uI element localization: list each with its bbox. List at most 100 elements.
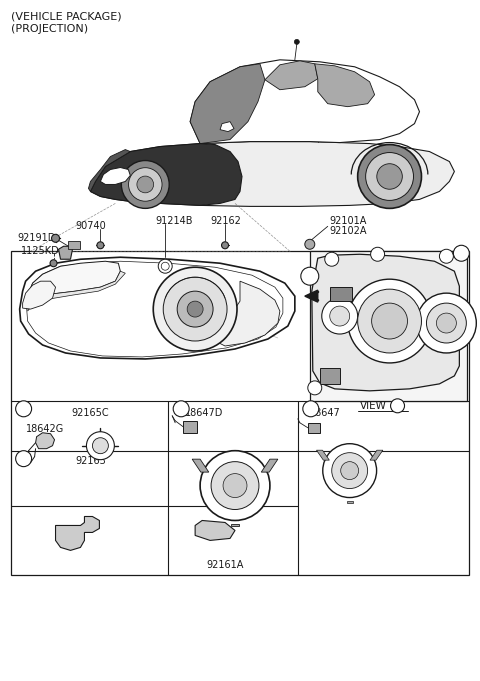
Circle shape <box>16 451 32 466</box>
Polygon shape <box>100 168 130 185</box>
Circle shape <box>377 163 402 189</box>
Text: 92165C: 92165C <box>72 408 109 417</box>
Text: 90740: 90740 <box>75 221 106 232</box>
Circle shape <box>158 259 172 273</box>
Polygon shape <box>29 262 120 306</box>
Circle shape <box>305 239 315 249</box>
Polygon shape <box>231 524 239 526</box>
Circle shape <box>121 161 169 208</box>
Circle shape <box>366 153 413 200</box>
Circle shape <box>173 401 189 417</box>
Polygon shape <box>316 450 329 460</box>
Text: 18642G: 18642G <box>25 424 64 434</box>
Text: 18647: 18647 <box>310 408 340 417</box>
Text: 92162: 92162 <box>210 217 241 226</box>
Text: c: c <box>444 252 449 261</box>
Bar <box>308 423 320 432</box>
Circle shape <box>153 267 237 351</box>
Text: 92101A: 92101A <box>330 217 367 226</box>
Circle shape <box>303 401 319 417</box>
Polygon shape <box>20 257 295 359</box>
Polygon shape <box>90 144 242 206</box>
Polygon shape <box>305 290 318 302</box>
Text: A: A <box>458 249 464 257</box>
Circle shape <box>371 247 384 262</box>
Text: 92191D: 92191D <box>17 234 56 243</box>
Text: 18647D: 18647D <box>185 408 224 417</box>
Circle shape <box>454 245 469 262</box>
Polygon shape <box>347 501 353 503</box>
Circle shape <box>439 249 454 264</box>
Polygon shape <box>88 150 130 191</box>
Circle shape <box>222 242 228 249</box>
Circle shape <box>325 252 339 266</box>
Polygon shape <box>59 247 72 259</box>
Text: 92161A: 92161A <box>206 560 244 571</box>
Circle shape <box>426 303 467 343</box>
Text: 92163: 92163 <box>75 456 106 466</box>
Polygon shape <box>190 64 265 144</box>
Bar <box>310 251 468 401</box>
Circle shape <box>417 293 476 353</box>
Circle shape <box>436 313 456 333</box>
Circle shape <box>200 451 270 520</box>
Circle shape <box>358 144 421 208</box>
Polygon shape <box>261 459 278 472</box>
Text: 91214B: 91214B <box>155 217 193 226</box>
Circle shape <box>187 301 203 317</box>
Text: b: b <box>375 250 380 259</box>
Circle shape <box>294 39 300 44</box>
Circle shape <box>93 438 108 454</box>
Circle shape <box>97 242 104 249</box>
Circle shape <box>163 277 227 341</box>
Polygon shape <box>190 60 420 144</box>
Circle shape <box>129 168 162 201</box>
Text: 1125KD: 1125KD <box>21 247 60 256</box>
Bar <box>320 368 340 384</box>
Polygon shape <box>265 61 318 90</box>
Polygon shape <box>28 271 125 311</box>
Text: c: c <box>308 405 313 413</box>
Text: a: a <box>21 405 26 413</box>
Text: d: d <box>21 454 26 463</box>
Circle shape <box>332 453 368 488</box>
Polygon shape <box>315 64 374 107</box>
Circle shape <box>323 444 377 498</box>
Circle shape <box>177 291 213 327</box>
Circle shape <box>341 462 359 479</box>
Circle shape <box>137 176 154 193</box>
Text: (VEHICLE PACKAGE): (VEHICLE PACKAGE) <box>11 12 121 22</box>
Text: d: d <box>312 383 317 392</box>
Polygon shape <box>370 450 383 460</box>
Text: b: b <box>178 405 184 413</box>
Circle shape <box>223 473 247 498</box>
Text: a: a <box>329 255 334 264</box>
Polygon shape <box>90 142 455 206</box>
Polygon shape <box>195 520 235 541</box>
Bar <box>330 287 352 301</box>
Text: A: A <box>395 401 401 411</box>
Bar <box>11 251 469 575</box>
Text: A: A <box>307 271 313 281</box>
Circle shape <box>330 306 350 326</box>
Text: 92151A: 92151A <box>216 456 254 466</box>
Circle shape <box>358 289 421 353</box>
Text: (PROJECTION): (PROJECTION) <box>11 24 88 34</box>
Circle shape <box>391 399 405 413</box>
Circle shape <box>348 279 432 363</box>
Polygon shape <box>56 516 99 550</box>
Circle shape <box>86 432 114 460</box>
Circle shape <box>308 381 322 395</box>
Circle shape <box>301 267 319 285</box>
Polygon shape <box>220 122 234 131</box>
Circle shape <box>322 298 358 334</box>
Polygon shape <box>23 281 56 309</box>
Circle shape <box>372 303 408 339</box>
Polygon shape <box>312 254 459 391</box>
Circle shape <box>50 259 57 267</box>
Polygon shape <box>36 432 55 449</box>
Polygon shape <box>215 281 280 346</box>
Circle shape <box>51 234 60 242</box>
Polygon shape <box>192 459 209 472</box>
Bar <box>183 421 197 432</box>
